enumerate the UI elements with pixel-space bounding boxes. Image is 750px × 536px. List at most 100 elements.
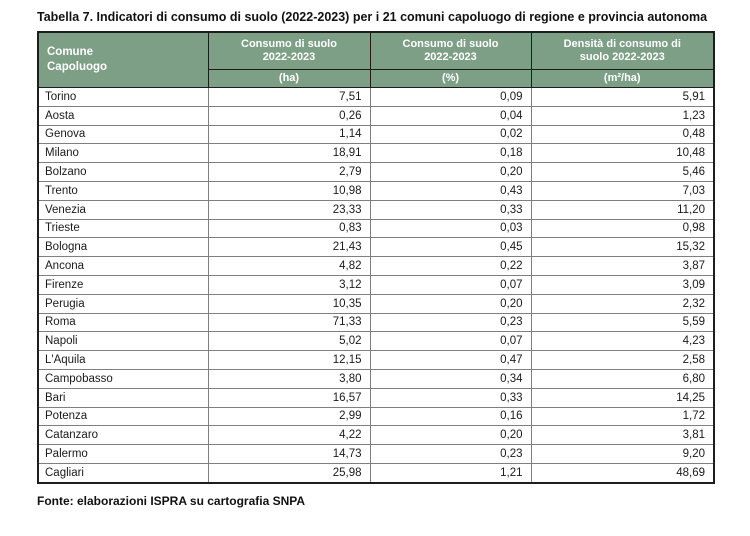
cell-densita: 48,69 (530, 462, 715, 484)
header-densita-consumo: Densità di consumo di suolo 2022-2023 (530, 31, 715, 70)
cell-densita: 6,80 (530, 368, 715, 389)
cell-densita: 3,09 (530, 274, 715, 295)
table-row: Milano 18,91 0,18 10,48 (37, 143, 715, 164)
header-unit-m2ha: (m²/ha) (530, 69, 715, 88)
table-row: Napoli 5,02 0,07 4,23 (37, 331, 715, 352)
cell-consumo-ha: 23,33 (207, 199, 371, 220)
cell-consumo-ha: 4,22 (207, 425, 371, 446)
cell-consumo-pct: 0,47 (369, 350, 532, 370)
cell-consumo-pct: 0,09 (369, 87, 532, 107)
cell-consumo-ha: 3,12 (207, 274, 371, 295)
cell-consumo-pct: 0,20 (369, 293, 532, 314)
cell-comune: Bologna (37, 237, 209, 258)
cell-consumo-ha: 0,83 (207, 218, 371, 239)
cell-comune: Aosta (37, 105, 209, 126)
cell-consumo-pct: 0,23 (369, 312, 532, 333)
cell-consumo-pct: 0,33 (369, 199, 532, 220)
table-row: Trento 10,98 0,43 7,03 (37, 180, 715, 201)
cell-consumo-ha: 12,15 (207, 350, 371, 370)
cell-densita: 0,48 (530, 124, 715, 145)
cell-comune: Milano (37, 143, 209, 164)
cell-consumo-ha: 71,33 (207, 312, 371, 333)
cell-densita: 5,46 (530, 162, 715, 182)
source-note: Fonte: elaborazioni ISPRA su cartografia… (37, 494, 306, 508)
cell-densita: 9,20 (530, 444, 715, 464)
cell-consumo-ha: 3,80 (207, 368, 371, 389)
header-comune-capoluogo: Comune Capoluogo (37, 31, 209, 88)
table-row: L'Aquila 12,15 0,47 2,58 (37, 350, 715, 370)
cell-comune: L'Aquila (37, 350, 209, 370)
cell-consumo-pct: 0,33 (369, 387, 532, 408)
cell-comune: Ancona (37, 256, 209, 276)
cell-consumo-ha: 10,35 (207, 293, 371, 314)
cell-consumo-pct: 0,16 (369, 406, 532, 427)
cell-densita: 5,91 (530, 87, 715, 107)
cell-comune: Catanzaro (37, 425, 209, 446)
cell-comune: Genova (37, 124, 209, 145)
cell-densita: 3,81 (530, 425, 715, 446)
cell-comune: Trieste (37, 218, 209, 239)
cell-comune: Potenza (37, 406, 209, 427)
cell-consumo-ha: 2,99 (207, 406, 371, 427)
cell-comune: Cagliari (37, 462, 209, 484)
cell-comune: Venezia (37, 199, 209, 220)
table-header: Comune Capoluogo Consumo di suolo 2022-2… (37, 31, 715, 88)
table-row: Bologna 21,43 0,45 15,32 (37, 237, 715, 258)
cell-densita: 7,03 (530, 180, 715, 201)
cell-comune: Roma (37, 312, 209, 333)
cell-comune: Campobasso (37, 368, 209, 389)
cell-consumo-ha: 21,43 (207, 237, 371, 258)
table-row: Firenze 3,12 0,07 3,09 (37, 274, 715, 295)
cell-densita: 5,59 (530, 312, 715, 333)
cell-densita: 2,58 (530, 350, 715, 370)
cell-densita: 15,32 (530, 237, 715, 258)
table-row: Potenza 2,99 0,16 1,72 (37, 406, 715, 427)
cell-consumo-ha: 18,91 (207, 143, 371, 164)
table-row: Cagliari 25,98 1,21 48,69 (37, 462, 715, 484)
cell-consumo-pct: 0,07 (369, 274, 532, 295)
cell-consumo-pct: 0,04 (369, 105, 532, 126)
cell-comune: Firenze (37, 274, 209, 295)
cell-comune: Bolzano (37, 162, 209, 182)
cell-consumo-pct: 0,43 (369, 180, 532, 201)
table-row: Genova 1,14 0,02 0,48 (37, 124, 715, 145)
table-row: Catanzaro 4,22 0,20 3,81 (37, 425, 715, 446)
cell-consumo-pct: 0,22 (369, 256, 532, 276)
table-row: Torino 7,51 0,09 5,91 (37, 87, 715, 107)
table-row: Aosta 0,26 0,04 1,23 (37, 105, 715, 126)
cell-consumo-pct: 0,20 (369, 425, 532, 446)
cell-densita: 2,32 (530, 293, 715, 314)
table-row: Bolzano 2,79 0,20 5,46 (37, 162, 715, 182)
header-consumo-suolo-pct: Consumo di suolo 2022-2023 (369, 31, 532, 70)
table-row: Bari 16,57 0,33 14,25 (37, 387, 715, 408)
cell-consumo-ha: 7,51 (207, 87, 371, 107)
cell-consumo-ha: 0,26 (207, 105, 371, 126)
cell-consumo-ha: 4,82 (207, 256, 371, 276)
cell-comune: Torino (37, 87, 209, 107)
cell-comune: Perugia (37, 293, 209, 314)
cell-consumo-pct: 0,45 (369, 237, 532, 258)
cell-densita: 10,48 (530, 143, 715, 164)
cell-densita: 0,98 (530, 218, 715, 239)
table-row: Campobasso 3,80 0,34 6,80 (37, 368, 715, 389)
cell-consumo-pct: 0,34 (369, 368, 532, 389)
table-row: Venezia 23,33 0,33 11,20 (37, 199, 715, 220)
cell-consumo-ha: 1,14 (207, 124, 371, 145)
table-row: Perugia 10,35 0,20 2,32 (37, 293, 715, 314)
cell-comune: Palermo (37, 444, 209, 464)
table-row: Palermo 14,73 0,23 9,20 (37, 444, 715, 464)
cell-consumo-pct: 0,20 (369, 162, 532, 182)
header-consumo-suolo-ha: Consumo di suolo 2022-2023 (207, 31, 371, 70)
cell-consumo-ha: 14,73 (207, 444, 371, 464)
cell-consumo-ha: 25,98 (207, 462, 371, 484)
cell-densita: 3,87 (530, 256, 715, 276)
soil-consumption-table: Comune Capoluogo Consumo di suolo 2022-2… (37, 31, 715, 484)
table-row: Trieste 0,83 0,03 0,98 (37, 218, 715, 239)
cell-consumo-pct: 0,23 (369, 444, 532, 464)
cell-densita: 4,23 (530, 331, 715, 352)
cell-densita: 1,23 (530, 105, 715, 126)
table-row: Ancona 4,82 0,22 3,87 (37, 256, 715, 276)
cell-comune: Bari (37, 387, 209, 408)
cell-consumo-ha: 2,79 (207, 162, 371, 182)
